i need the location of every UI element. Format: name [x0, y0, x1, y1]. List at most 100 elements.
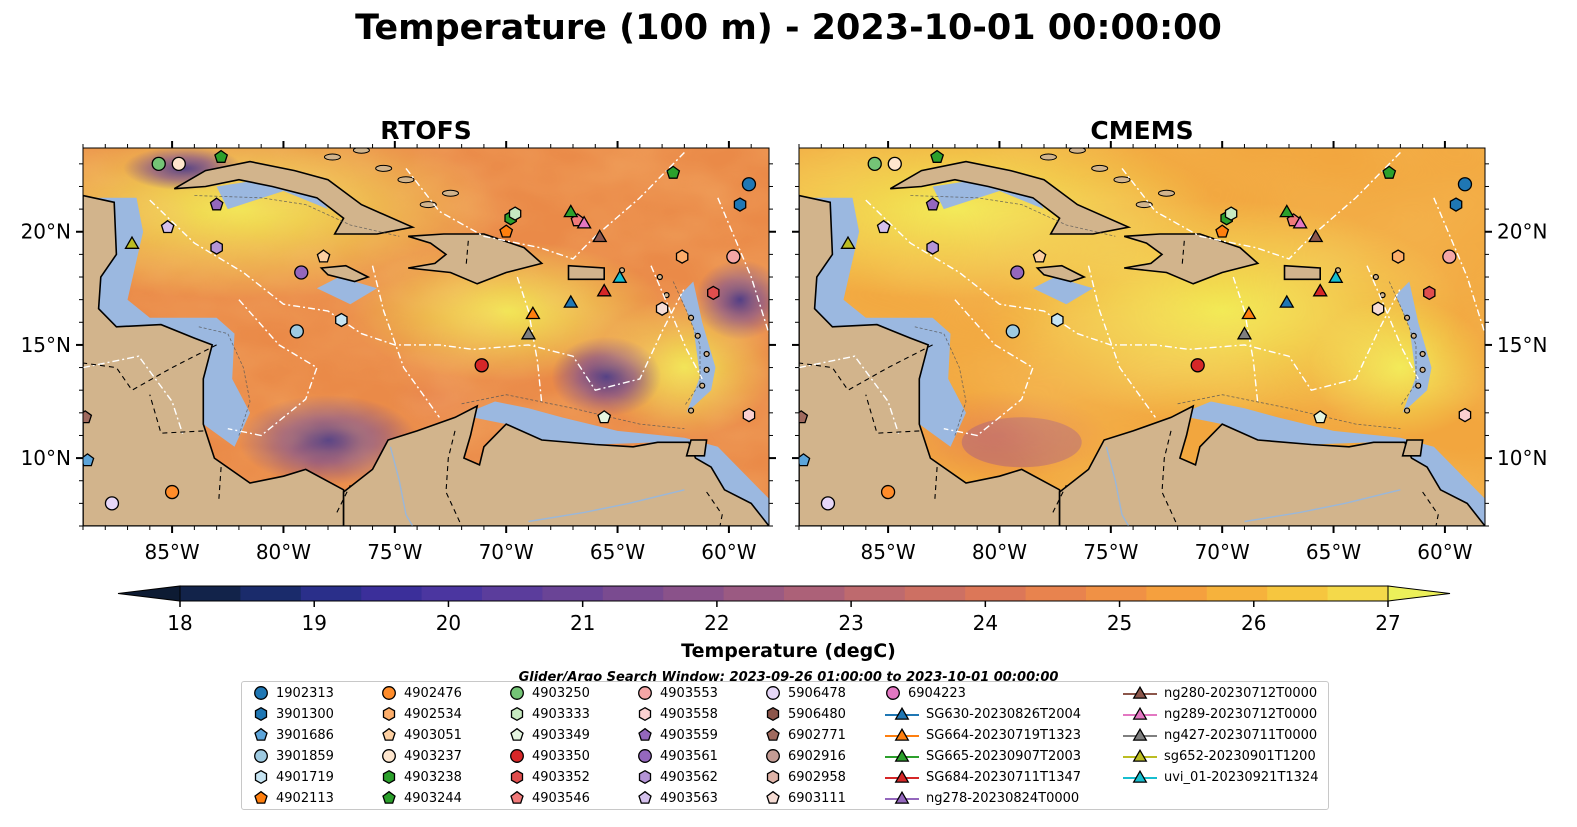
colorbar-tick-label: 18	[167, 611, 192, 635]
platform-marker	[1371, 301, 1385, 316]
legend-marker-icon	[638, 686, 652, 700]
legend-marker	[638, 727, 652, 741]
x-tick-label: 75°W	[1083, 540, 1138, 564]
platform-marker	[733, 197, 747, 212]
platform-marker	[335, 312, 348, 328]
legend-item: 4903562	[636, 767, 718, 787]
legend-label: ng278-20230824T0000	[926, 790, 1080, 806]
colorbar-label: Temperature (degC)	[681, 640, 896, 662]
legend-marker-icon	[766, 686, 780, 700]
legend-item: 4903553	[636, 683, 718, 703]
platform-marker	[316, 249, 331, 263]
legend-label: SG684-20230711T1347	[926, 769, 1082, 785]
legend-marker	[894, 706, 910, 720]
platform-marker	[576, 215, 592, 229]
platform-marker	[592, 228, 608, 243]
legend-marker-icon	[254, 727, 268, 741]
legend-label: 4903350	[532, 748, 590, 764]
x-tick-label: 65°W	[590, 540, 645, 564]
platform-marker	[210, 240, 223, 255]
panel-title-cmems: CMEMS	[1090, 116, 1194, 145]
legend-marker	[638, 769, 652, 785]
platform-marker	[880, 484, 896, 500]
legend-label: 4903349	[532, 727, 590, 743]
legend-label: 4903333	[532, 706, 590, 722]
legend-label: 4903051	[404, 727, 462, 743]
x-tick-label: 80°W	[256, 540, 311, 564]
legend-item: 4903561	[636, 746, 718, 766]
x-tick-label: 60°W	[1417, 540, 1472, 564]
platform-marker	[726, 249, 741, 264]
colorbar: 18 19 20 21 22 23 24 25 26 27	[117, 585, 1451, 635]
platform-marker	[596, 283, 612, 297]
legend-item: 4903559	[636, 725, 718, 745]
platform-marker	[294, 265, 309, 280]
legend-marker	[254, 790, 268, 804]
legend-label: 6904223	[908, 685, 966, 701]
platform-marker	[612, 269, 628, 283]
legend-item: 4903352	[508, 767, 590, 787]
legend-label: 3901686	[276, 727, 334, 743]
legend-marker	[766, 790, 780, 804]
legend-marker-icon	[254, 706, 268, 722]
legend-marker-icon	[510, 727, 524, 741]
legend-item: 5906480	[764, 704, 846, 724]
platform-marker	[1457, 177, 1473, 192]
legend-label: 1902313	[276, 685, 334, 701]
legend-label: 4903352	[532, 769, 590, 785]
platform-marker	[1312, 283, 1328, 297]
legend-marker	[766, 769, 780, 785]
platform-marker	[508, 206, 522, 221]
legend-label: 6903111	[788, 790, 846, 806]
colorbar-tick-label: 25	[1107, 611, 1132, 635]
platform-marker	[1032, 249, 1047, 263]
platform-marker	[1224, 206, 1238, 221]
legend-marker-icon	[885, 790, 919, 804]
legend-item: 6902771	[764, 725, 846, 745]
legend-marker	[382, 727, 396, 741]
legend-marker-icon	[254, 769, 268, 785]
platform-marker	[151, 156, 166, 171]
legend-item: 3901859	[252, 746, 334, 766]
legend-marker	[894, 748, 910, 762]
y-tick-label: 20°N	[1497, 220, 1547, 244]
platform-marker	[499, 224, 514, 238]
legend-marker	[1132, 706, 1148, 720]
legend-label: SG630-20230826T2004	[926, 706, 1082, 722]
legend-marker	[1132, 685, 1148, 699]
x-tick-label: 75°W	[367, 540, 422, 564]
legend-marker	[382, 749, 396, 763]
platform-marker	[1190, 358, 1205, 373]
panel-title-rtofs: RTOFS	[380, 116, 472, 145]
platform-marker	[1423, 285, 1436, 301]
legend-marker-icon	[638, 790, 652, 804]
legend-label: ng280-20230712T0000	[1164, 685, 1318, 701]
legend-item: 4902476	[380, 683, 462, 703]
legend-marker-icon	[254, 686, 268, 700]
legend-marker	[382, 706, 396, 722]
legend-marker	[766, 686, 780, 700]
legend-marker-icon	[885, 706, 919, 720]
legend-label: 4902534	[404, 706, 462, 722]
legend-item: ng427-20230711T0000	[1122, 725, 1317, 745]
platform-marker	[799, 453, 811, 467]
map-panels: 85°W 80°W 75°W 70°W 65°W 60°W 10°N 15°N 20°N 85°…	[21, 141, 1547, 635]
legend-label: 4903546	[532, 790, 590, 806]
legend-marker	[638, 686, 652, 700]
platform-marker	[925, 197, 940, 211]
legend-marker	[382, 790, 396, 804]
legend-label: 4903238	[404, 769, 462, 785]
platform-marker	[1236, 326, 1253, 340]
legend-marker	[510, 790, 524, 804]
platform-marker	[1279, 294, 1295, 308]
platform-marker	[1005, 324, 1020, 339]
legend-label: 4903558	[660, 706, 718, 722]
legend-item: 1902313	[252, 683, 334, 703]
legend-marker-icon	[1123, 685, 1157, 699]
legend-label: 4903237	[404, 748, 462, 764]
x-tick-label: 70°W	[1195, 540, 1250, 564]
legend-item: 6904223	[884, 683, 966, 703]
legend-marker	[638, 749, 652, 763]
legend-marker-icon	[510, 706, 524, 722]
legend-item: 4903250	[508, 683, 590, 703]
